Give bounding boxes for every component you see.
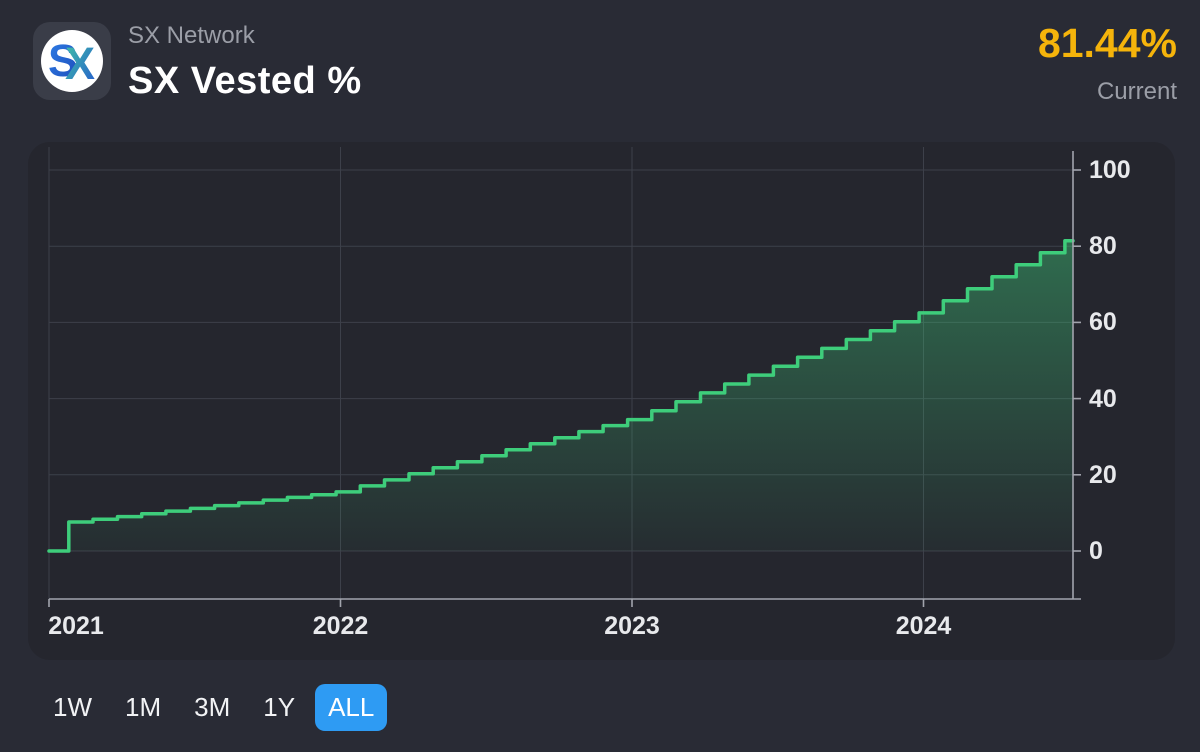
x-axis-label: 2021 bbox=[48, 612, 104, 640]
axes bbox=[49, 151, 1081, 600]
y-axis-label: 60 bbox=[1089, 308, 1117, 337]
current-label: Current bbox=[1096, 78, 1177, 105]
range-button-1y[interactable]: 1Y bbox=[263, 692, 296, 722]
page-title: SX Vested % bbox=[128, 60, 362, 102]
y-axis-label: 80 bbox=[1089, 232, 1117, 261]
vested-area-fill bbox=[49, 240, 1073, 551]
range-button-3m[interactable]: 3M bbox=[194, 692, 231, 722]
logo-letter-x: X bbox=[65, 38, 95, 89]
y-axis-label: 100 bbox=[1089, 156, 1131, 184]
y-axis-label: 0 bbox=[1089, 537, 1103, 565]
x-axis-label: 2024 bbox=[895, 612, 952, 640]
range-button-1w[interactable]: 1W bbox=[53, 692, 92, 722]
tick-marks bbox=[48, 169, 1081, 607]
sx-network-logo-icon: S X bbox=[33, 22, 111, 100]
x-axis-label: 2022 bbox=[312, 612, 369, 640]
network-name: SX Network bbox=[128, 22, 255, 49]
x-axis-label: 2023 bbox=[604, 612, 660, 640]
range-button-1m[interactable]: 1M bbox=[125, 692, 162, 722]
y-axis-label: 20 bbox=[1089, 460, 1117, 489]
range-selector: 1W 1M 3M 1Y ALL bbox=[40, 684, 394, 731]
vested-step-line bbox=[47, 238, 1075, 553]
current-vested-percentage: 81.44% bbox=[1037, 20, 1177, 66]
y-axis-label: 40 bbox=[1089, 384, 1117, 413]
range-button-all[interactable]: ALL bbox=[315, 684, 388, 731]
logo-letter-s: S bbox=[48, 35, 78, 86]
